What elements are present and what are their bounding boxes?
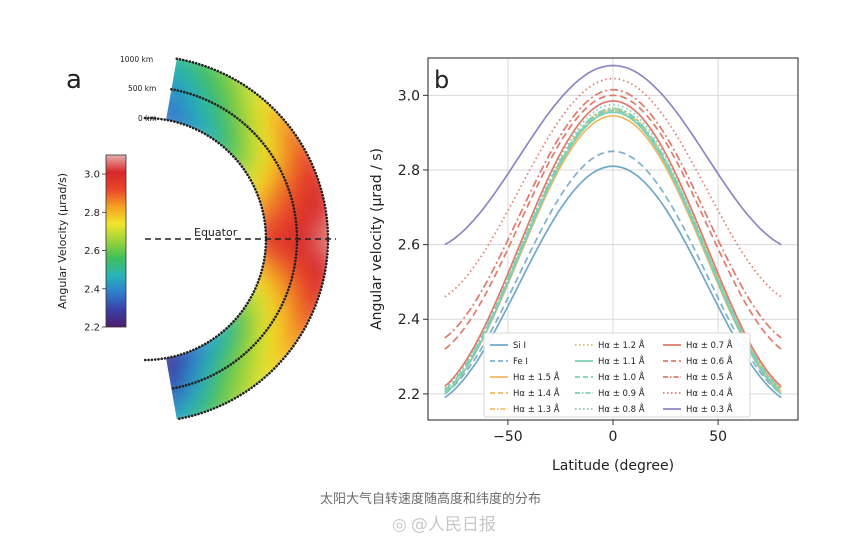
- legend-label: Hα ± 0.7 Å: [686, 339, 733, 351]
- y-axis-label: Angular velocity (μrad / s): [369, 148, 385, 330]
- series-lines: [444, 64, 782, 399]
- series-line: [444, 109, 782, 393]
- legend-label: Hα ± 0.5 Å: [686, 371, 733, 383]
- x-tick-label: 50: [709, 429, 727, 445]
- y-tick-label: 2.4: [398, 312, 420, 328]
- legend-label: Hα ± 0.4 Å: [686, 387, 733, 399]
- legend-label: Si I: [513, 341, 526, 351]
- colorbar: [105, 154, 127, 328]
- series-line: [444, 165, 782, 399]
- legend-label: Hα ± 0.3 Å: [686, 403, 733, 415]
- watermark: ◎ @人民日报: [392, 510, 496, 535]
- legend-label: Hα ± 0.8 Å: [598, 403, 645, 415]
- series-line: [444, 64, 782, 246]
- height-label-0km: 0 km: [138, 114, 157, 123]
- colorbar-tick-label: 2.4: [84, 284, 100, 295]
- panel-a-label: a: [66, 65, 82, 95]
- legend-label: Hα ± 0.9 Å: [598, 387, 645, 399]
- series-line: [444, 94, 782, 350]
- y-tick-label: 3.0: [398, 88, 420, 104]
- legend-label: Hα ± 1.0 Å: [598, 371, 645, 383]
- figure-caption: 太阳大气自转速度随高度和纬度的分布: [319, 492, 541, 507]
- height-arc: [143, 116, 268, 362]
- x-axis-label: Latitude (degree): [552, 458, 674, 474]
- series-line: [444, 107, 782, 389]
- y-tick-label: 2.6: [398, 238, 420, 254]
- legend: Si I Fe I Hα ± 1.5 Å Hα ± 1.4 Å Hα ± 1.3 Å Hα…: [483, 332, 751, 418]
- colorbar-tick-label: 2.2: [84, 323, 100, 334]
- x-ticks: −50 0 50: [493, 420, 727, 445]
- panel-b-label: b: [434, 66, 449, 94]
- colorbar-tick-label: 3.0: [84, 170, 100, 181]
- legend-box: [483, 332, 751, 418]
- legend-label: Hα ± 0.6 Å: [686, 355, 733, 367]
- colorbar-label: Angular Velocity (μrad/s): [56, 173, 69, 309]
- equator-label: Equator: [194, 226, 238, 239]
- legend-label: Fe I: [513, 357, 528, 367]
- legend-label: Hα ± 1.5 Å: [513, 371, 560, 383]
- y-ticks: 2.2 2.4 2.6 2.8 3.0: [398, 88, 428, 403]
- series-line: [444, 107, 782, 391]
- series-line: [444, 100, 782, 388]
- heatmap-cell: [320, 238, 328, 254]
- y-tick-label: 2.2: [398, 387, 420, 403]
- legend-label: Hα ± 1.2 Å: [598, 339, 645, 351]
- series-line: [444, 88, 782, 339]
- height-label-1000km: 1000 km: [120, 55, 153, 64]
- colorbar-tick-label: 2.8: [84, 208, 100, 219]
- legend-label: Hα ± 1.1 Å: [598, 355, 645, 367]
- y-tick-label: 2.8: [398, 163, 420, 179]
- series-line: [444, 103, 782, 389]
- series-line: [444, 150, 782, 395]
- x-tick-label: 0: [609, 429, 618, 445]
- height-label-500km: 500 km: [128, 84, 156, 93]
- legend-label: Hα ± 1.4 Å: [513, 387, 560, 399]
- legend-label: Hα ± 1.3 Å: [513, 403, 560, 415]
- watermark-text: @人民日报: [410, 515, 496, 535]
- x-tick-label: −50: [493, 429, 523, 445]
- weibo-icon: ◎: [392, 515, 407, 535]
- colorbar-ticks: 2.2 2.4 2.6 2.8 3.0: [84, 170, 106, 334]
- colorbar-tick-label: 2.6: [84, 246, 100, 257]
